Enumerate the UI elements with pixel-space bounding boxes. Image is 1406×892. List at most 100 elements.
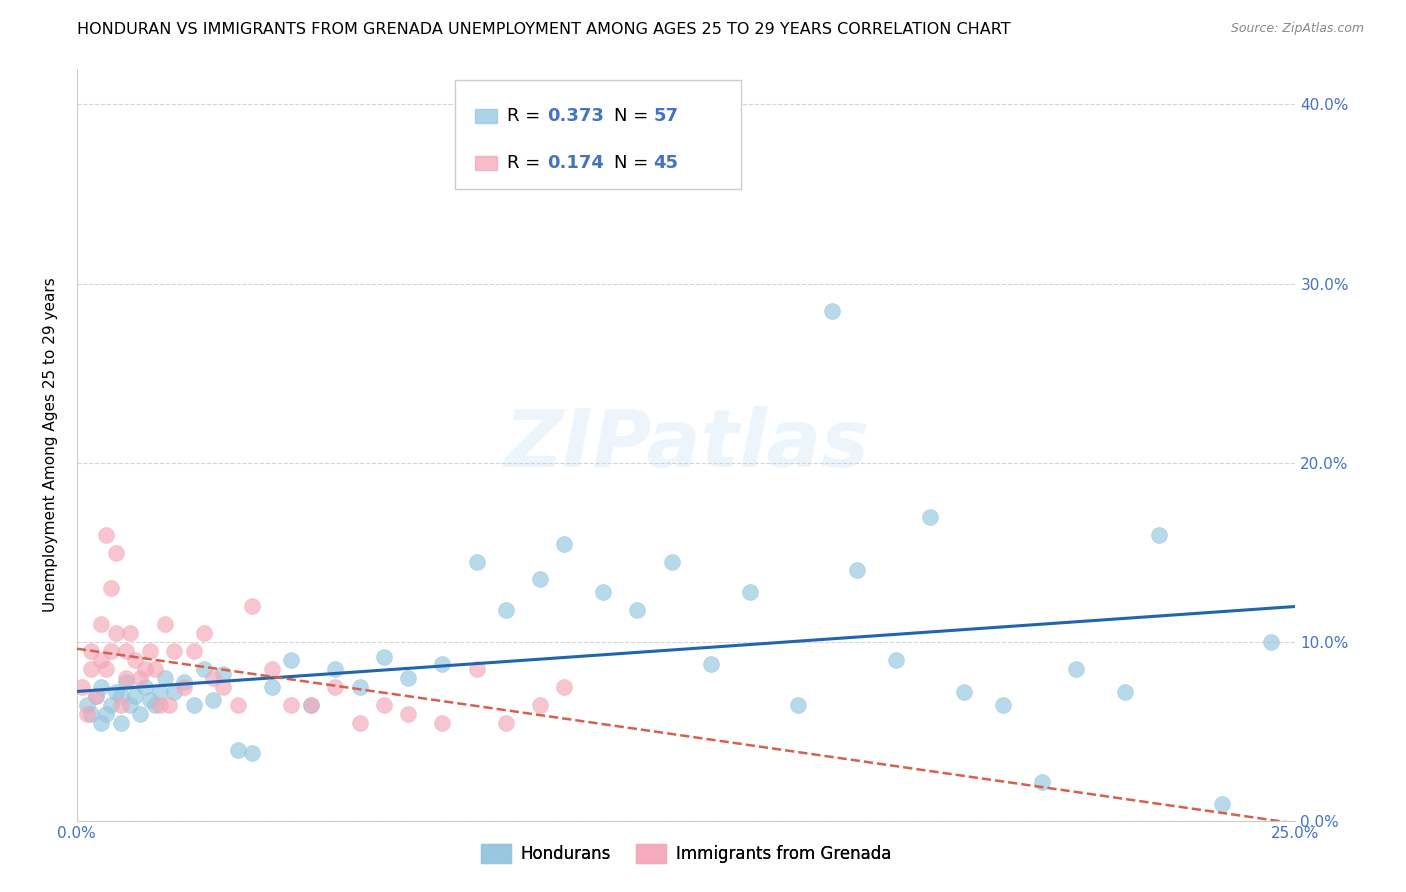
Point: [143, 662, 166, 676]
Point: [495, 603, 517, 617]
Point: [139, 644, 162, 658]
Point: [163, 644, 186, 658]
Point: [90, 653, 112, 667]
Point: [349, 680, 371, 694]
Point: [991, 698, 1014, 712]
Point: [100, 644, 122, 658]
Y-axis label: Unemployment Among Ages 25 to 29 years: Unemployment Among Ages 25 to 29 years: [44, 277, 58, 613]
Point: [134, 662, 156, 676]
Point: [86, 689, 108, 703]
Point: [953, 685, 976, 699]
Point: [120, 698, 142, 712]
Point: [226, 698, 249, 712]
Text: R =: R =: [508, 153, 546, 172]
Point: [240, 599, 263, 614]
Point: [104, 626, 127, 640]
Point: [1031, 775, 1053, 789]
Point: [280, 698, 302, 712]
Point: [159, 698, 181, 712]
Point: [202, 692, 225, 706]
Point: [120, 626, 142, 640]
Point: [465, 662, 488, 676]
Point: [396, 671, 419, 685]
Point: [90, 715, 112, 730]
Point: [153, 671, 176, 685]
Point: [100, 698, 122, 712]
Point: [592, 585, 614, 599]
Point: [699, 657, 721, 671]
Text: HONDURAN VS IMMIGRANTS FROM GRENADA UNEMPLOYMENT AMONG AGES 25 TO 29 YEARS CORRE: HONDURAN VS IMMIGRANTS FROM GRENADA UNEM…: [77, 22, 1011, 37]
FancyBboxPatch shape: [475, 110, 498, 123]
Point: [114, 674, 136, 689]
Point: [1147, 527, 1170, 541]
Legend: Hondurans, Immigrants from Grenada: Hondurans, Immigrants from Grenada: [474, 837, 898, 870]
Point: [134, 680, 156, 694]
Point: [661, 555, 683, 569]
Point: [212, 667, 235, 681]
Point: [240, 747, 263, 761]
Point: [104, 545, 127, 559]
Point: [821, 303, 844, 318]
Point: [70, 680, 93, 694]
Point: [114, 671, 136, 685]
FancyBboxPatch shape: [454, 79, 741, 189]
Point: [323, 680, 346, 694]
Point: [553, 536, 575, 550]
Point: [129, 671, 152, 685]
Point: [373, 649, 395, 664]
Point: [349, 715, 371, 730]
Point: [143, 698, 166, 712]
Point: [212, 680, 235, 694]
Point: [76, 698, 98, 712]
Point: [149, 685, 172, 699]
Point: [845, 564, 868, 578]
Text: Source: ZipAtlas.com: Source: ZipAtlas.com: [1230, 22, 1364, 36]
Point: [1260, 635, 1282, 649]
Point: [396, 706, 419, 721]
Point: [280, 653, 302, 667]
Point: [124, 689, 146, 703]
Point: [787, 698, 810, 712]
Point: [183, 698, 205, 712]
Point: [110, 698, 132, 712]
Point: [193, 662, 215, 676]
Point: [104, 685, 127, 699]
Point: [260, 662, 283, 676]
Point: [94, 662, 117, 676]
Point: [626, 603, 648, 617]
Text: N =: N =: [614, 153, 654, 172]
Point: [76, 706, 98, 721]
Point: [299, 698, 322, 712]
Point: [918, 509, 941, 524]
Point: [94, 706, 117, 721]
Text: 0.174: 0.174: [547, 153, 605, 172]
FancyBboxPatch shape: [475, 156, 498, 169]
Point: [139, 692, 162, 706]
Point: [114, 644, 136, 658]
Text: ZIPatlas: ZIPatlas: [503, 406, 869, 484]
Point: [202, 671, 225, 685]
Point: [80, 644, 103, 658]
Point: [465, 555, 488, 569]
Point: [323, 662, 346, 676]
Point: [226, 743, 249, 757]
Point: [80, 706, 103, 721]
Point: [193, 626, 215, 640]
Point: [124, 653, 146, 667]
Point: [90, 680, 112, 694]
Point: [529, 698, 551, 712]
Point: [432, 657, 454, 671]
Point: [173, 674, 195, 689]
Text: 57: 57: [654, 107, 678, 125]
Point: [100, 582, 122, 596]
Point: [432, 715, 454, 730]
Point: [495, 715, 517, 730]
Point: [80, 662, 103, 676]
Point: [260, 680, 283, 694]
Text: 45: 45: [654, 153, 678, 172]
Point: [553, 680, 575, 694]
Point: [529, 573, 551, 587]
Point: [86, 689, 108, 703]
Point: [884, 653, 907, 667]
Point: [1114, 685, 1136, 699]
